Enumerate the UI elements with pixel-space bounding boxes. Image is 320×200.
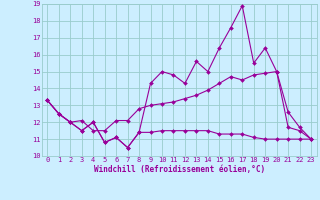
X-axis label: Windchill (Refroidissement éolien,°C): Windchill (Refroidissement éolien,°C) bbox=[94, 165, 265, 174]
